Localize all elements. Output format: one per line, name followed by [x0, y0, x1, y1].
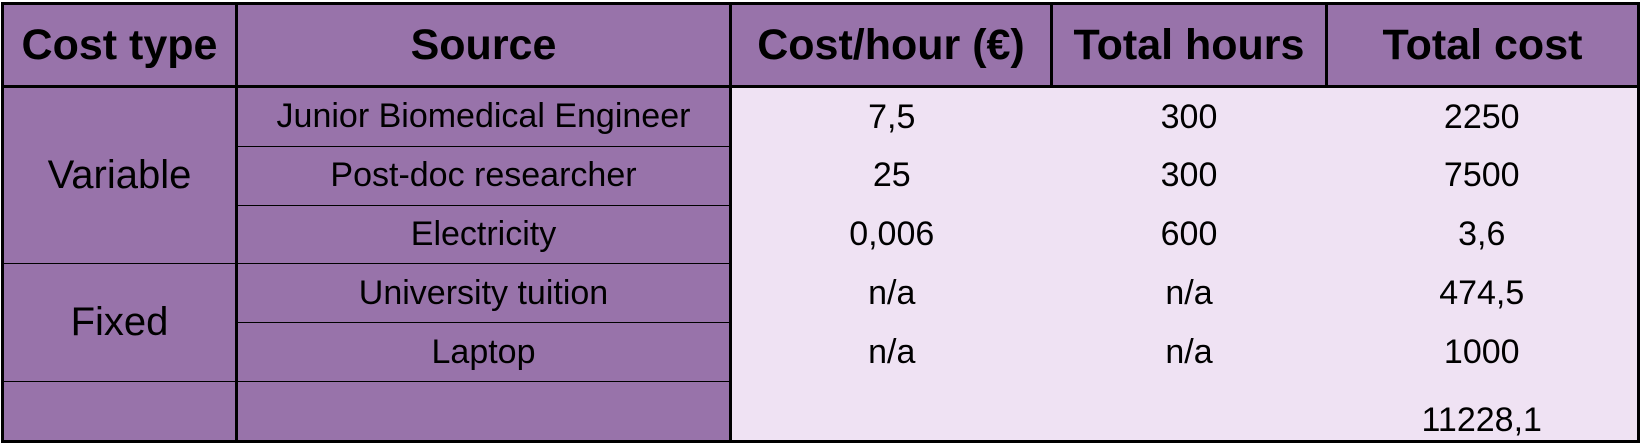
source-cell: Post-doc researcher — [236, 146, 732, 206]
total-row: 11228,1 — [1, 381, 1640, 443]
total-hours-cell: n/a — [1051, 263, 1327, 323]
source-cell: Electricity — [236, 205, 732, 265]
total-row-source-cell — [236, 381, 732, 443]
total-hours-cell: n/a — [1051, 322, 1327, 382]
total-hours-cell: 600 — [1051, 205, 1327, 264]
header-source: Source — [235, 2, 731, 88]
total-row-type-cell — [1, 381, 238, 443]
total-row-cost-per-hour-cell — [730, 381, 1052, 443]
total-cost-cell: 2250 — [1326, 86, 1640, 147]
total-hours-cell: 300 — [1051, 86, 1327, 147]
total-hours-cell: 300 — [1051, 146, 1327, 206]
total-cost-cell: 7500 — [1326, 146, 1640, 206]
cost-per-hour-cell: n/a — [730, 322, 1052, 382]
header-cost-type: Cost type — [1, 2, 237, 88]
table-row: Fixed University tuition n/a n/a 474,5 — [1, 263, 1640, 383]
table-body: Variable Junior Biomedical Engineer 7,5 … — [1, 86, 1640, 443]
header-total-hours: Total hours — [1050, 2, 1327, 88]
table-row: Electricity 0,006 600 3,6 — [3, 205, 1640, 265]
header-cost-per-hour: Cost/hour (€) — [729, 2, 1052, 88]
table-row: Post-doc researcher 25 300 7500 — [3, 146, 1640, 206]
source-cell: University tuition — [236, 263, 732, 324]
header-total-cost: Total cost — [1325, 2, 1640, 88]
cost-per-hour-cell: 0,006 — [730, 205, 1052, 264]
grand-total-cost: 11228,1 — [1326, 381, 1640, 443]
cost-type-fixed: Fixed — [1, 263, 238, 383]
source-cell: Laptop — [236, 322, 732, 383]
table-row: Variable Junior Biomedical Engineer 7,5 … — [1, 86, 1640, 265]
source-cell: Junior Biomedical Engineer — [236, 86, 732, 147]
header-row: Cost type Source Cost/hour (€) Total hou… — [1, 2, 1640, 88]
table-row: Laptop n/a n/a 1000 — [3, 322, 1640, 383]
cost-per-hour-cell: 25 — [730, 146, 1052, 206]
cost-per-hour-cell: n/a — [730, 263, 1052, 323]
total-cost-cell: 1000 — [1326, 322, 1640, 382]
cost-per-hour-cell: 7,5 — [730, 86, 1052, 147]
cost-type-variable: Variable — [1, 86, 238, 265]
table-header: Cost type Source Cost/hour (€) Total hou… — [1, 2, 1640, 88]
total-row-hours-cell — [1051, 381, 1327, 443]
total-cost-cell: 3,6 — [1326, 205, 1640, 264]
total-cost-cell: 474,5 — [1326, 263, 1640, 323]
